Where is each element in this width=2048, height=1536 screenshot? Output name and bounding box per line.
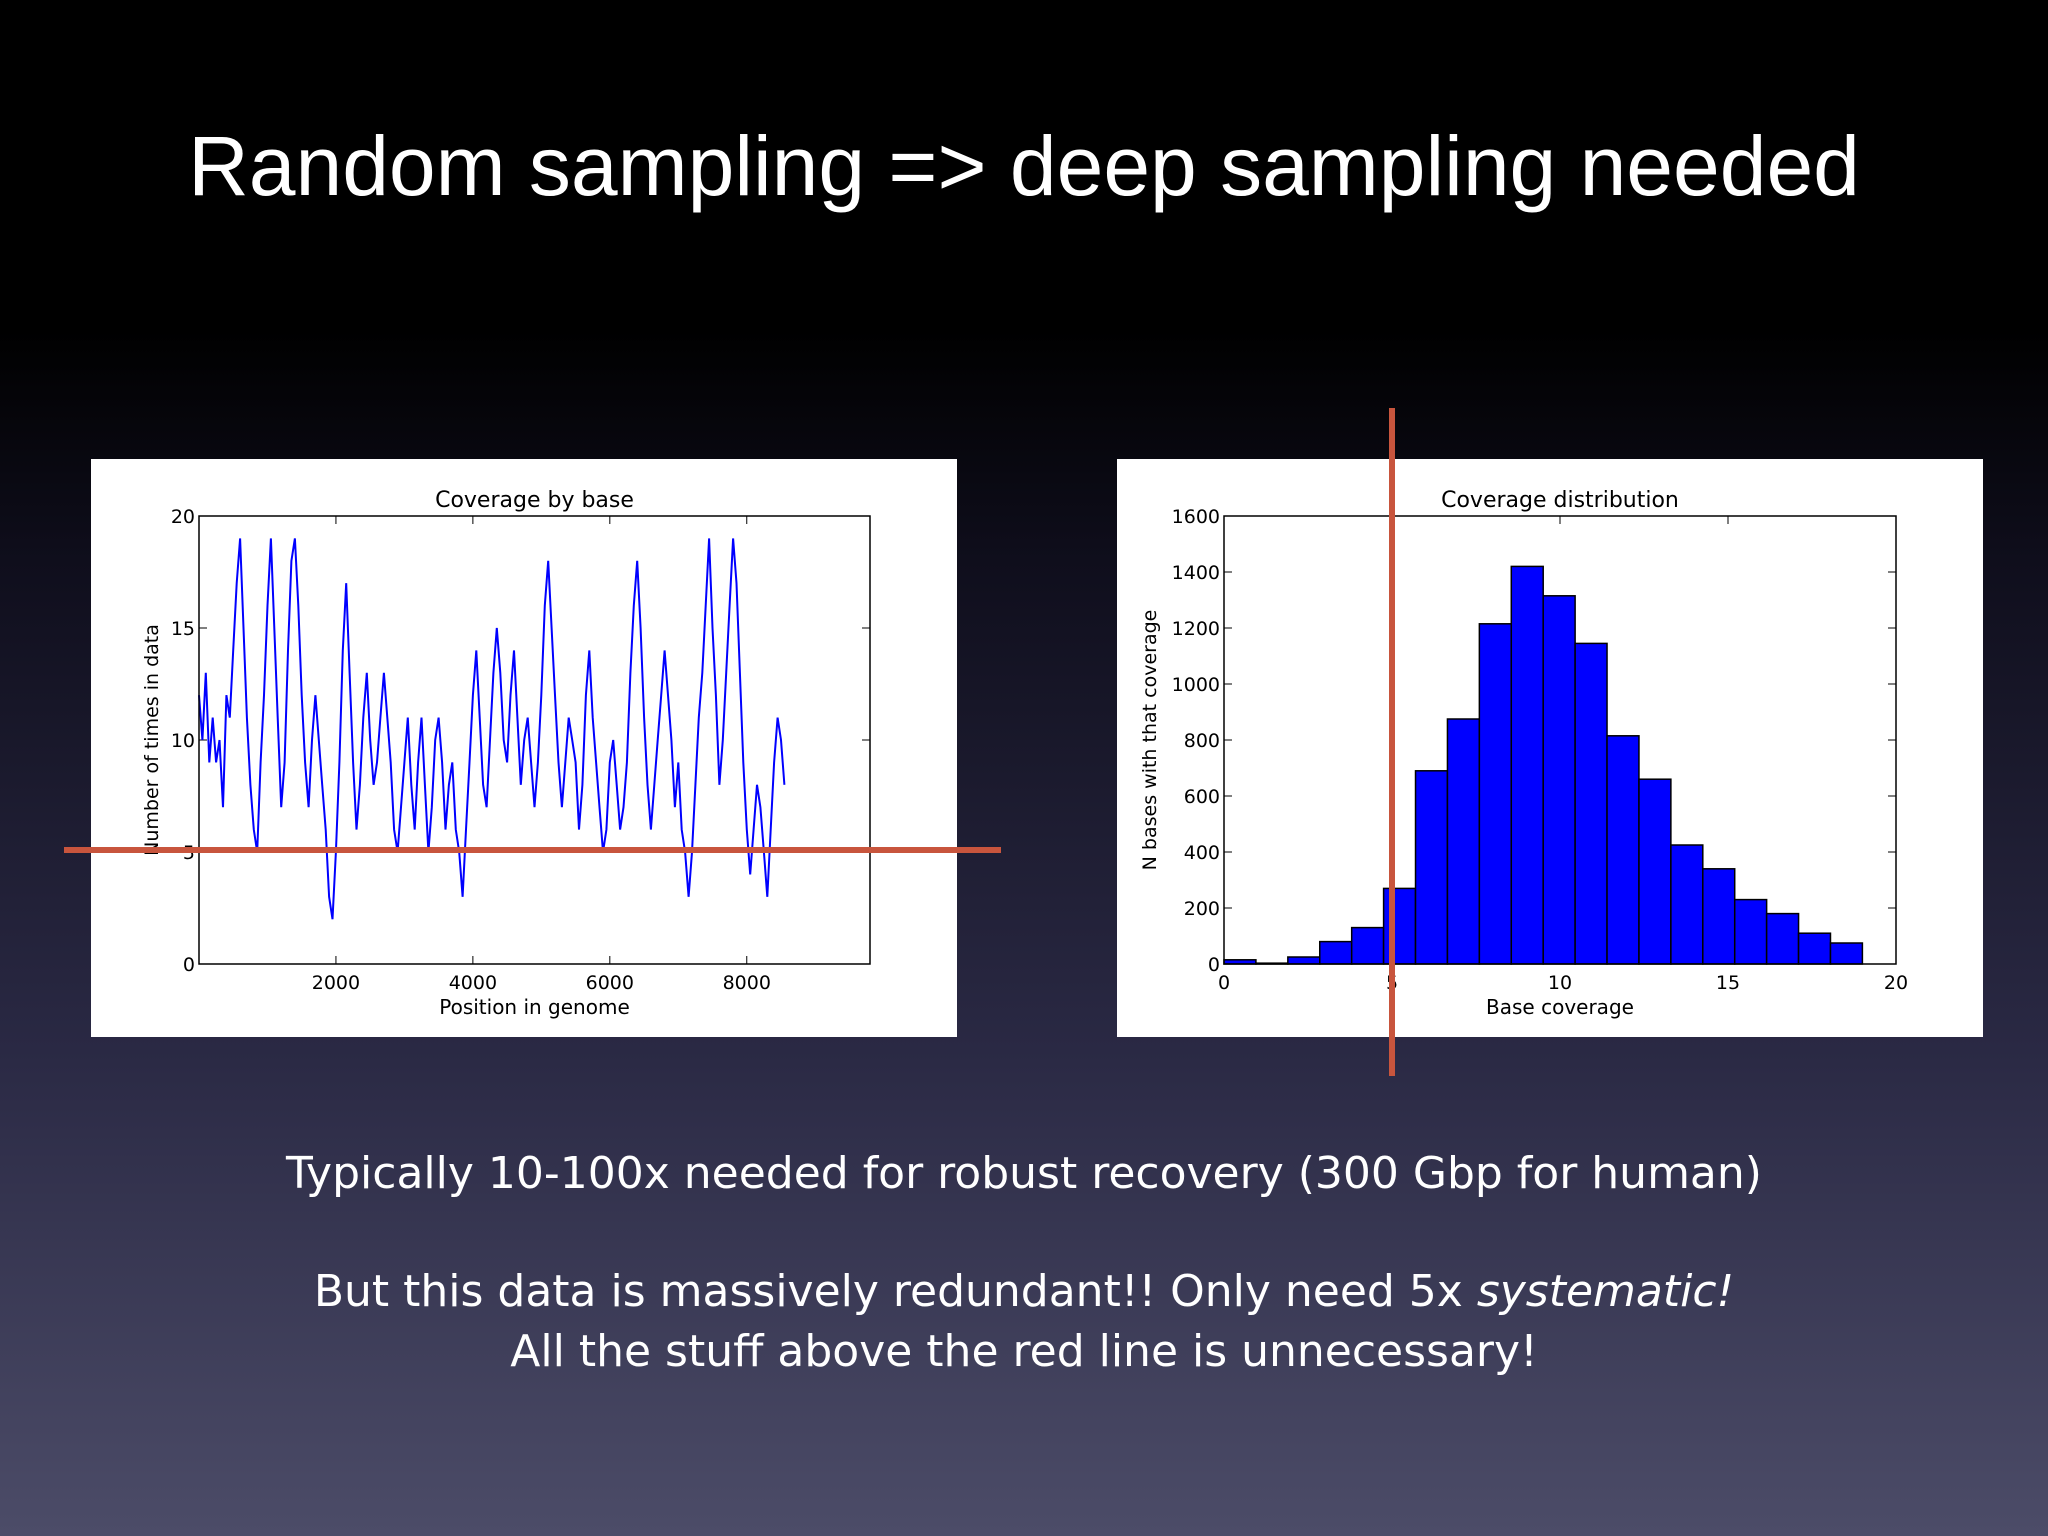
x-tick-label: 4000 bbox=[449, 972, 497, 994]
histogram-bar bbox=[1319, 940, 1353, 965]
y-tick-label: 5 bbox=[183, 842, 195, 864]
coverage-distribution-panel: Coverage distribution0510152002004006008… bbox=[1117, 459, 1983, 1037]
plot-frame bbox=[198, 515, 871, 965]
histogram-bar bbox=[1765, 912, 1800, 965]
histogram-bar bbox=[1414, 770, 1449, 965]
histogram-bar bbox=[1670, 844, 1704, 965]
y-tick-label: 1400 bbox=[1172, 562, 1220, 584]
x-tick-label: 6000 bbox=[586, 972, 634, 994]
y-tick-label: 600 bbox=[1184, 786, 1220, 808]
histogram-bar bbox=[1829, 942, 1864, 965]
x-axis-label: Position in genome bbox=[439, 995, 630, 1019]
caption-unnecessary: All the stuff above the red line is unne… bbox=[510, 1326, 1538, 1377]
coverage-series-line bbox=[198, 538, 786, 920]
histogram-bar bbox=[1606, 735, 1640, 965]
x-tick-label: 2000 bbox=[312, 972, 360, 994]
histogram-bar bbox=[1797, 932, 1832, 965]
threshold-line-horizontal bbox=[64, 847, 1001, 853]
caption-redundant: But this data is massively redundant!! O… bbox=[0, 1266, 2048, 1317]
y-tick-label: 1200 bbox=[1172, 618, 1220, 640]
x-tick-label: 8000 bbox=[723, 972, 771, 994]
x-tick-label: 0 bbox=[1218, 972, 1230, 994]
chart-title: Coverage distribution bbox=[1441, 488, 1679, 513]
x-axis-label: Base coverage bbox=[1486, 995, 1634, 1019]
histogram-bar bbox=[1446, 718, 1481, 965]
histogram-bar bbox=[1478, 623, 1513, 965]
x-tick-label: 15 bbox=[1716, 972, 1740, 994]
caption-redundant-text: But this data is massively redundant!! O… bbox=[313, 1266, 1477, 1317]
y-tick-label: 0 bbox=[1208, 954, 1220, 976]
y-tick-label: 200 bbox=[1184, 898, 1220, 920]
coverage-distribution-chart: Coverage distribution0510152002004006008… bbox=[1139, 488, 1908, 1019]
y-tick-label: 15 bbox=[171, 618, 195, 640]
caption-typical-coverage: Typically 10-100x needed for robust reco… bbox=[286, 1148, 1762, 1199]
histogram-bar bbox=[1510, 565, 1544, 965]
histogram-bar bbox=[1638, 778, 1672, 965]
histogram-bar bbox=[1702, 868, 1736, 965]
plot-frame bbox=[1223, 515, 1897, 965]
coverage-by-base-chart: Coverage by base 2000 4000 6000 8000 0 5 10 15 20… bbox=[141, 488, 871, 1019]
coverage-by-base-panel: Coverage by base 2000 4000 6000 8000 0 5 10 15 20… bbox=[91, 459, 957, 1037]
y-tick-label: 800 bbox=[1184, 730, 1220, 752]
chart-title: Coverage by base bbox=[435, 488, 634, 513]
histogram-bar bbox=[1733, 898, 1768, 965]
y-tick-label: 400 bbox=[1184, 842, 1220, 864]
histogram-bar bbox=[1542, 595, 1576, 965]
histogram-bar bbox=[1574, 642, 1608, 965]
caption-systematic-emphasis: systematic! bbox=[1476, 1266, 1735, 1317]
y-axis-label: N bases with that coverage bbox=[1139, 610, 1161, 871]
threshold-line-vertical bbox=[1389, 408, 1395, 1076]
slide-title: Random sampling => deep sampling needed bbox=[188, 119, 1860, 213]
y-tick-label: 0 bbox=[183, 954, 195, 976]
x-tick-label: 20 bbox=[1884, 972, 1908, 994]
y-tick-label: 10 bbox=[171, 730, 195, 752]
y-tick-label: 20 bbox=[171, 506, 195, 528]
x-tick-label: 10 bbox=[1548, 972, 1572, 994]
y-axis-label: Number of times in data bbox=[141, 624, 163, 856]
histogram-bar bbox=[1350, 926, 1385, 965]
y-tick-label: 1600 bbox=[1172, 506, 1220, 528]
y-tick-label: 1000 bbox=[1172, 674, 1220, 696]
histogram-bar bbox=[1287, 956, 1321, 965]
